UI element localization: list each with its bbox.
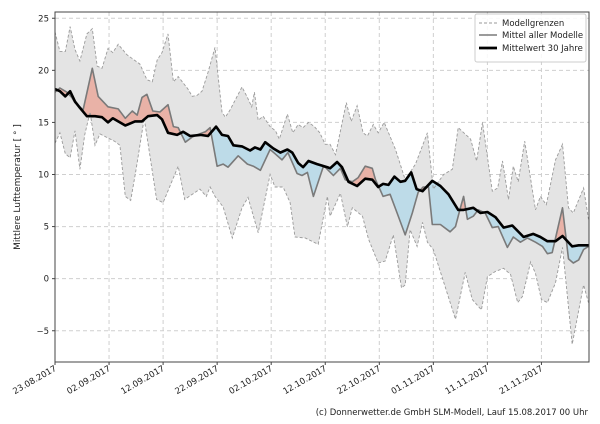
x-tick-label: 11.11.2017 [444, 364, 491, 397]
y-tick-label: −5 [36, 327, 49, 337]
y-tick-label: 20 [38, 66, 49, 76]
y-axis-label: Mittlere Lufttemperatur [ ° ] [13, 124, 23, 250]
x-tick-label: 12.10.2017 [282, 364, 329, 397]
x-tick-label: 23.08.2017 [11, 364, 58, 397]
model-mean-line [55, 67, 589, 264]
model-lower-bound-line [55, 111, 589, 345]
y-tick-label: 15 [38, 118, 49, 128]
legend-box [474, 13, 587, 63]
legend-clim-label: Mittelwert 30 Jahre [502, 44, 583, 54]
x-tick-label: 01.11.2017 [390, 364, 437, 397]
legend: Modellgrenzen Mittel aller Modelle Mitte… [474, 13, 587, 63]
y-tick-label: 10 [38, 171, 49, 181]
x-tick-label: 22.10.2017 [336, 364, 383, 397]
plot-frame [54, 11, 590, 363]
y-tick-label: 0 [44, 275, 49, 285]
copyright-footer: (c) Donnerwetter.de GmbH SLM-Modell, Lau… [316, 408, 589, 418]
legend-bounds-label: Modellgrenzen [502, 19, 564, 29]
x-tick-label: 12.09.2017 [119, 364, 166, 397]
x-tick-label: 21.11.2017 [498, 364, 545, 397]
x-tick-label: 22.09.2017 [173, 364, 220, 397]
climate-30-year-mean-line [55, 87, 589, 248]
y-tick-label: 5 [44, 223, 49, 233]
model-upper-bound-line [55, 26, 589, 220]
y-tick-label: 25 [38, 14, 49, 24]
legend-mean-label: Mittel aller Modelle [502, 31, 583, 41]
model-bounds-band [55, 26, 589, 345]
x-tick-label: 02.09.2017 [65, 364, 112, 397]
x-tick-label: 02.10.2017 [228, 364, 275, 397]
